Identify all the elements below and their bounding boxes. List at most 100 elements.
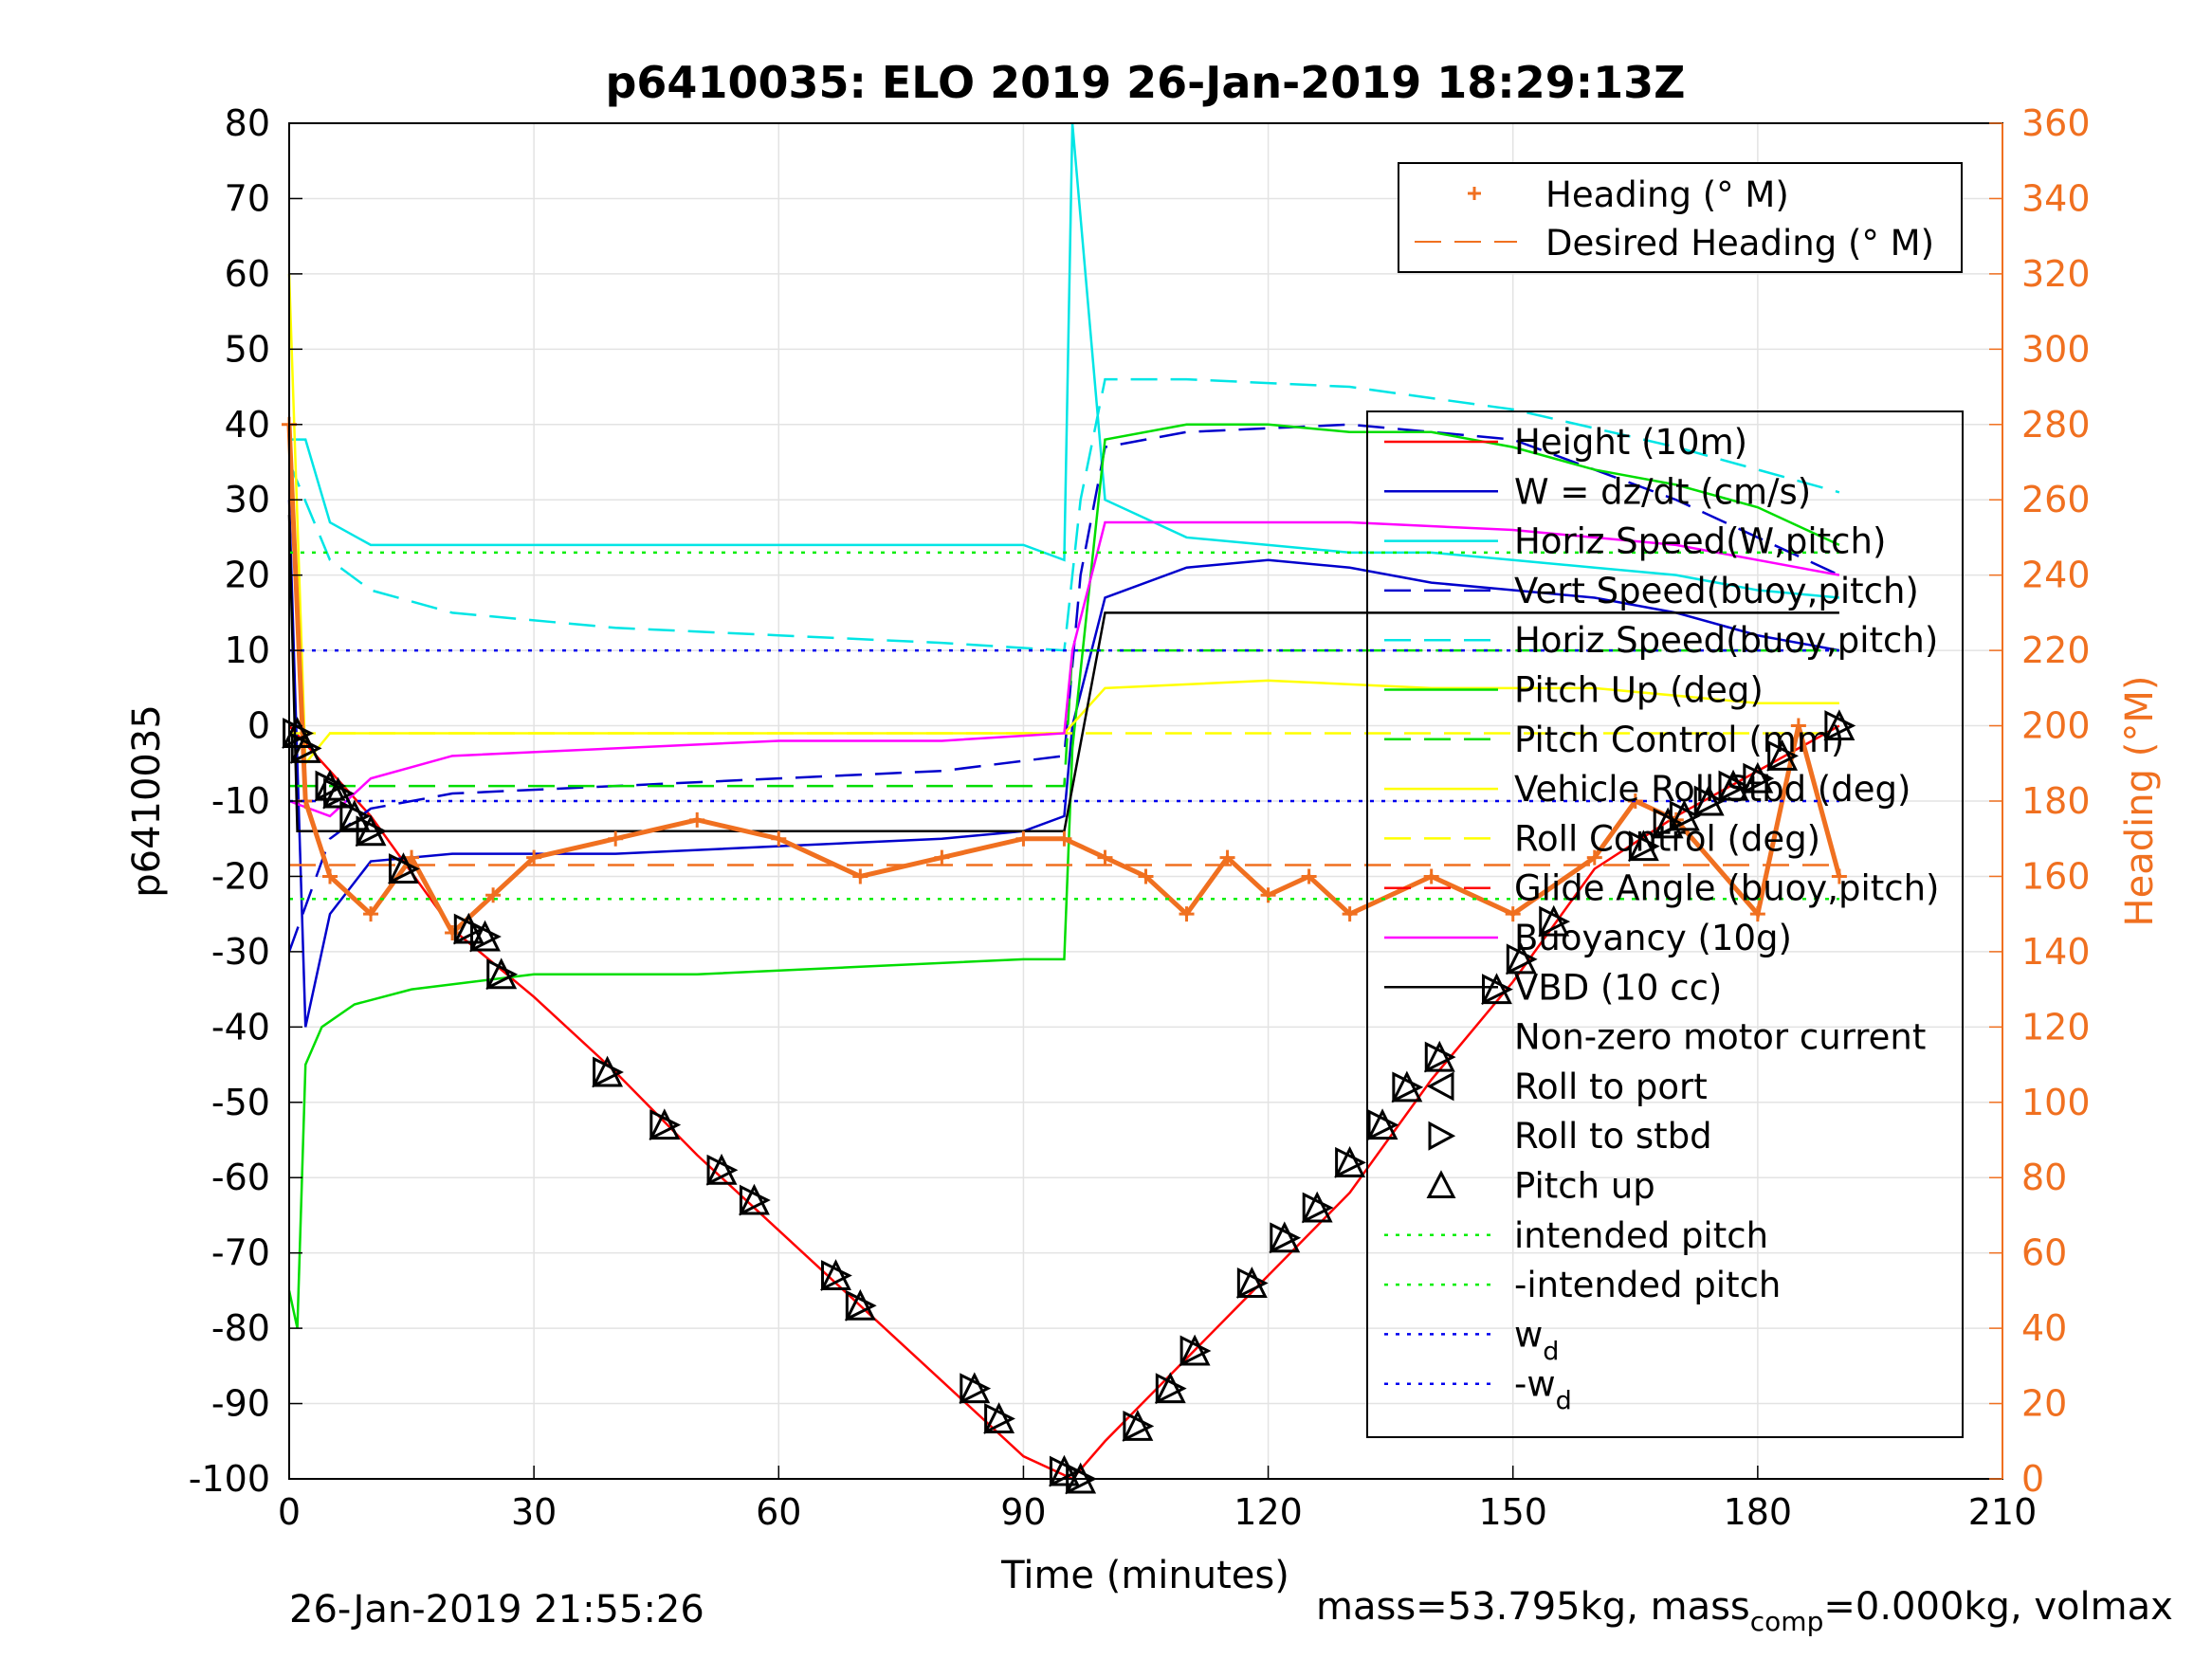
legend-label: VBD (10 cc) (1514, 967, 1722, 1008)
pitch-up-marker (1154, 1372, 1186, 1404)
roll-stbd-marker (1743, 762, 1775, 794)
y2-tick-label: 120 (2021, 1006, 2091, 1048)
roll-stbd-marker (1335, 1146, 1366, 1178)
pitch-up-marker (289, 732, 321, 763)
roll-stbd-marker (593, 1056, 624, 1088)
roll-stbd-marker (1718, 770, 1750, 802)
roll-stbd-marker (1669, 800, 1701, 832)
heading-point (689, 811, 705, 828)
heading-point (485, 887, 502, 903)
chart-title: p6410035: ELO 2019 26-Jan-2019 18:29:13Z (606, 57, 1686, 108)
legend-heading-label: Heading (° M) (1545, 174, 1789, 215)
heading-point (608, 830, 624, 847)
y-tick-label: 80 (225, 102, 270, 144)
legend-label-text: w (1514, 1314, 1543, 1355)
roll-stbd-marker (1539, 905, 1571, 938)
roll-stbd-marker (1123, 1410, 1155, 1442)
roll-stbd-marker (845, 1289, 877, 1322)
legend-label-text: Buoyancy (10g) (1514, 918, 1792, 958)
heading-point (526, 849, 542, 866)
legend-label-text: Vert Speed(buoy,pitch) (1514, 571, 1919, 611)
roll-stbd-marker (1628, 830, 1660, 863)
y2-tick-label: 360 (2021, 102, 2091, 144)
x-axis-label: Time (minutes) (1000, 1554, 1289, 1597)
heading-point (1831, 868, 1847, 884)
pitch-up-marker (1505, 942, 1537, 975)
legend-label: Vehicle Roll Stbd (deg) (1514, 769, 1910, 810)
y2-axis-label: Heading (°M) (2118, 676, 2162, 927)
heading-point (1179, 906, 1195, 922)
legend-label: Pitch Control (mm) (1514, 720, 1844, 760)
y2-tick-label: 180 (2021, 780, 2091, 822)
roll-stbd-marker (984, 1403, 1015, 1434)
y2-tick-label: 60 (2021, 1232, 2067, 1274)
pitch-up-marker (282, 717, 314, 748)
y-tick-label: -50 (211, 1082, 270, 1123)
pitch-up-marker (485, 957, 518, 990)
legend-label: -wd (1514, 1364, 1572, 1416)
pitch-up-marker (1481, 973, 1512, 1005)
roll-stbd-marker (706, 1154, 739, 1186)
legend-label: Horiz Speed(W,pitch) (1514, 521, 1886, 562)
legend-label: Buoyancy (10g) (1514, 918, 1792, 958)
roll-stbd-marker (649, 1109, 682, 1141)
pitch-up-marker (1301, 1191, 1333, 1223)
legend-label-text: Pitch up (1514, 1166, 1655, 1207)
y2-tick-label: 160 (2021, 855, 2091, 897)
heading-point (1301, 868, 1317, 884)
pitch-up-marker (1538, 904, 1570, 937)
legend-label: Glide Angle (buoy,pitch) (1514, 868, 1939, 909)
pitch-up-marker (1269, 1221, 1301, 1253)
y2-tick-label: 220 (2021, 629, 2091, 671)
legend-main: Height (10m) W = dz/dt (cm/s) Horiz Speed(… (1366, 410, 1964, 1438)
series-heading-m (286, 424, 1842, 938)
y-ticks: 80 70 60 50 40 30 20 10 0 -10 -20 -30 -40 -50 -60 -70 -8… (189, 102, 302, 1500)
legend-label-text: VBD (10 cc) (1514, 967, 1722, 1008)
heading-point (1138, 868, 1154, 884)
roll-stbd-marker (453, 913, 485, 945)
y2-tick-label: 40 (2021, 1307, 2067, 1349)
mass-rest: =0.000kg, volmax (1823, 1585, 2173, 1629)
roll-stbd-marker (1392, 1071, 1424, 1103)
x-tick-label: 120 (1234, 1491, 1303, 1533)
y2-tick-label: 20 (2021, 1383, 2067, 1425)
y2-tick-label: 300 (2021, 328, 2091, 370)
heading-point (1790, 718, 1806, 734)
roll-stbd-marker (1653, 808, 1685, 840)
pitch-up-marker (1179, 1334, 1211, 1366)
legend-label: Pitch up (1514, 1166, 1655, 1207)
legend-label: Height (10m) (1514, 422, 1747, 463)
legend-marker-left (1426, 1071, 1454, 1102)
y-tick-label: -40 (211, 1006, 270, 1048)
roll-stbd-marker (1302, 1192, 1334, 1224)
y2-ticks: 3603403203002802602402202001801601401201… (1989, 102, 2091, 1500)
legend-label-text: Horiz Speed(buoy,pitch) (1514, 620, 1938, 661)
legend-label-text: Non-zero motor current (1514, 1017, 1926, 1058)
legend-label-text: -w (1514, 1364, 1556, 1405)
legend-heading: Heading (° M) Desired Heading (° M) (1398, 162, 1963, 273)
legend-heading-plus (1468, 187, 1481, 200)
y-tick-label: -70 (211, 1232, 270, 1274)
legend-label-text: intended pitch (1514, 1215, 1768, 1256)
y-tick-label: 20 (225, 555, 270, 596)
roll-stbd-marker (1482, 974, 1513, 1006)
y-tick-label: -100 (189, 1458, 270, 1500)
y2-tick-label: 340 (2021, 177, 2091, 219)
legend-label-sub: d (1543, 1337, 1559, 1366)
pitch-up-marker (820, 1259, 851, 1290)
y-tick-label: 30 (225, 479, 270, 520)
y-tick-label: -60 (211, 1157, 270, 1198)
legend-label: -intended pitch (1514, 1265, 1781, 1305)
roll-stbd-marker (960, 1373, 992, 1405)
pitch-up-marker (705, 1153, 738, 1185)
pitch-up-marker (1668, 799, 1700, 831)
heading-point (1015, 830, 1032, 847)
pitch-up-marker (338, 799, 371, 831)
legend-label-sub: d (1556, 1387, 1572, 1416)
y2-tick-label: 140 (2021, 931, 2091, 973)
pitch-up-marker (959, 1372, 991, 1404)
heading-point (322, 868, 338, 884)
legend-marker-right (1428, 1121, 1456, 1151)
roll-stbd-marker (1179, 1335, 1212, 1367)
heading-point (1423, 868, 1439, 884)
